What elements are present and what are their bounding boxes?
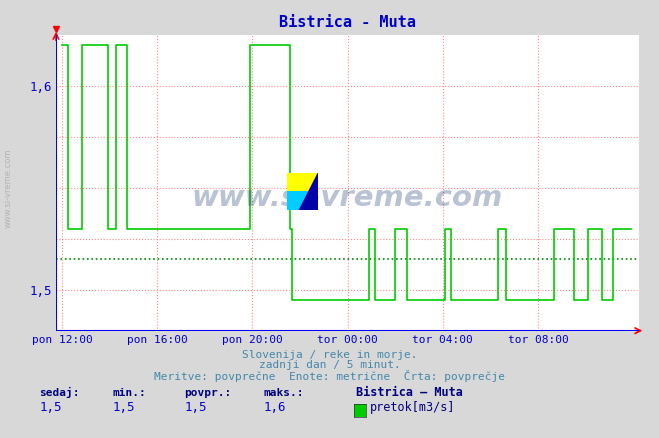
Text: 1,6: 1,6: [264, 401, 286, 414]
Text: 1,5: 1,5: [185, 401, 207, 414]
Title: Bistrica - Muta: Bistrica - Muta: [279, 15, 416, 30]
Text: pretok[m3/s]: pretok[m3/s]: [370, 401, 456, 414]
Text: povpr.:: povpr.:: [185, 389, 232, 399]
Text: www.si-vreme.com: www.si-vreme.com: [3, 148, 13, 228]
Text: 1,5: 1,5: [40, 401, 62, 414]
Text: maks.:: maks.:: [264, 389, 304, 399]
Polygon shape: [287, 173, 318, 192]
Text: min.:: min.:: [112, 389, 146, 399]
Polygon shape: [287, 192, 309, 210]
Text: zadnji dan / 5 minut.: zadnji dan / 5 minut.: [258, 360, 401, 370]
Text: Meritve: povprečne  Enote: metrične  Črta: povprečje: Meritve: povprečne Enote: metrične Črta:…: [154, 370, 505, 381]
Text: www.si-vreme.com: www.si-vreme.com: [192, 184, 503, 212]
Text: Slovenija / reke in morje.: Slovenija / reke in morje.: [242, 350, 417, 360]
Text: 1,5: 1,5: [112, 401, 134, 414]
Polygon shape: [299, 173, 318, 210]
Text: sedaj:: sedaj:: [40, 387, 80, 399]
Text: Bistrica – Muta: Bistrica – Muta: [356, 386, 463, 399]
